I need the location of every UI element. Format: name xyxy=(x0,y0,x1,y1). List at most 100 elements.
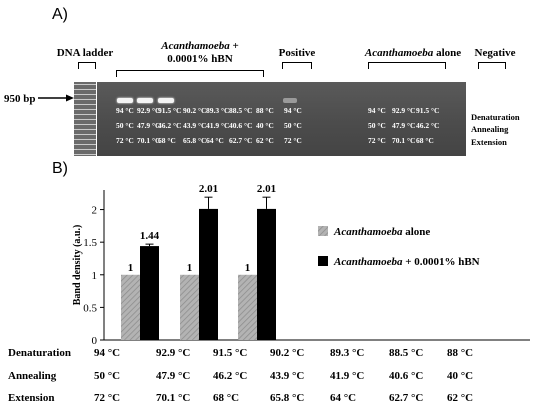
bar-alone xyxy=(121,274,140,340)
gel-temp-treated-annealing: 46.2 °C xyxy=(158,121,182,130)
gel-temp-alone-extension: 72 °C xyxy=(368,136,386,145)
gel-temp-alone-denaturation: 92.9 °C xyxy=(392,106,416,115)
gel-ladder-lane xyxy=(74,82,96,156)
table-row-label: Annealing xyxy=(8,370,57,382)
data-label-hbn: 2.01 xyxy=(257,183,276,195)
gel-temp-treated-denaturation: 89.3 °C xyxy=(206,106,230,115)
table-cell: 64 °C xyxy=(330,392,357,404)
panel-a-label: A) xyxy=(52,6,68,23)
gel-temp-treated-extension: 64 °C xyxy=(206,136,224,145)
gel-temp-positive-annealing: 50 °C xyxy=(284,121,302,130)
gel-temp-treated-denaturation: 92.9 °C xyxy=(137,106,161,115)
table-cell: 88 °C xyxy=(447,347,474,359)
gel-temp-treated-denaturation: 94 °C xyxy=(116,106,134,115)
gel-temp-treated-annealing: 43.9 °C xyxy=(183,121,207,130)
header-negative: Negative xyxy=(474,47,516,59)
gel-band xyxy=(137,98,153,103)
table-cell: 62.7 °C xyxy=(389,392,424,404)
header-dna-ladder: DNA ladder xyxy=(56,47,114,59)
table-cell: 70.1 °C xyxy=(156,392,191,404)
table-cell: 46.2 °C xyxy=(213,370,248,382)
bracket-treated xyxy=(116,70,264,77)
data-label-alone: 1 xyxy=(128,262,134,274)
table-cell: 65.8 °C xyxy=(270,392,305,404)
header-treated-italic: Acanthamoeba xyxy=(161,40,230,52)
table-cell: 43.9 °C xyxy=(270,370,305,382)
table-row-label: Extension xyxy=(8,392,55,404)
table-cell: 72 °C xyxy=(94,392,121,404)
legend-swatch-hbn xyxy=(318,256,328,266)
table-cell: 90.2 °C xyxy=(270,347,305,359)
table-cell: 41.9 °C xyxy=(330,370,365,382)
gel-temp-treated-denaturation: 88.5 °C xyxy=(229,106,253,115)
data-label-alone: 1 xyxy=(187,262,193,274)
table-cell: 88.5 °C xyxy=(389,347,424,359)
gel-temp-alone-denaturation: 91.5 °C xyxy=(416,106,440,115)
marker-950bp: 950 bp xyxy=(4,93,36,105)
gel-temp-treated-extension: 62.7 °C xyxy=(229,136,253,145)
gel-temp-positive-denaturation: 94 °C xyxy=(284,106,302,115)
table-row-label: Denaturation xyxy=(8,347,71,359)
gel-band-positive xyxy=(283,98,297,103)
gel-temp-positive-extension: 72 °C xyxy=(284,136,302,145)
gel-temp-treated-extension: 68 °C xyxy=(158,136,176,145)
gel-temp-treated-extension: 72 °C xyxy=(116,136,134,145)
table-cell: 62 °C xyxy=(447,392,474,404)
gel-temp-treated-denaturation: 88 °C xyxy=(256,106,274,115)
bar-hbn xyxy=(140,246,159,340)
gel-temp-treated-denaturation: 90.2 °C xyxy=(183,106,207,115)
legend-swatch-alone xyxy=(318,226,328,236)
table-cell: 94 °C xyxy=(94,347,121,359)
legend-label: Acanthamoeba alone xyxy=(333,226,430,238)
bar-alone xyxy=(180,274,199,340)
data-label-hbn: 1.44 xyxy=(140,230,160,242)
gel-temp-alone-annealing: 50 °C xyxy=(368,121,386,130)
gel-temp-treated-extension: 65.8 °C xyxy=(183,136,207,145)
y-tick-label: 0.5 xyxy=(83,302,97,314)
legend-label: Acanthamoeba + 0.0001% hBN xyxy=(333,256,480,268)
gel-temp-treated-annealing: 40 °C xyxy=(256,121,274,130)
header-alone-suffix: alone xyxy=(433,47,462,59)
gel-band xyxy=(117,98,133,103)
y-tick-label: 0 xyxy=(92,335,98,347)
gel-image xyxy=(97,82,466,156)
header-alone: Acanthamoeba alone xyxy=(358,47,468,60)
marker-arrow-icon xyxy=(38,94,74,102)
y-tick-label: 1 xyxy=(92,270,98,282)
bracket-alone xyxy=(368,62,446,69)
gel-row-label-annealing: Annealing xyxy=(471,124,509,134)
gel-temp-alone-annealing: 47.9 °C xyxy=(392,121,416,130)
header-treated-line2: 0.0001% hBN xyxy=(167,53,233,65)
bracket-ladder xyxy=(78,62,96,69)
header-treated: Acanthamoeba + 0.0001% hBN xyxy=(130,40,270,66)
gel-temp-treated-denaturation: 91.5 °C xyxy=(158,106,182,115)
table-cell: 91.5 °C xyxy=(213,347,248,359)
bar-alone xyxy=(238,274,257,340)
header-alone-italic: Acanthamoeba xyxy=(364,47,434,59)
table-cell: 92.9 °C xyxy=(156,347,191,359)
table-cell: 68 °C xyxy=(213,392,240,404)
gel-temp-treated-annealing: 47.9 °C xyxy=(137,121,161,130)
table-cell: 40.6 °C xyxy=(389,370,424,382)
panel-b-label: B) xyxy=(52,160,68,177)
data-label-alone: 1 xyxy=(245,262,251,274)
table-cell: 47.9 °C xyxy=(156,370,191,382)
bracket-negative xyxy=(478,62,506,69)
gel-temp-alone-denaturation: 94 °C xyxy=(368,106,386,115)
data-label-hbn: 2.01 xyxy=(199,183,218,195)
gel-row-label-denaturation: Denaturation xyxy=(471,112,520,122)
bar-hbn xyxy=(257,208,276,340)
table-cell: 40 °C xyxy=(447,370,474,382)
gel-temp-treated-extension: 70.1 °C xyxy=(137,136,161,145)
gel-temp-alone-extension: 70.1 °C xyxy=(392,136,416,145)
table-cell: 50 °C xyxy=(94,370,121,382)
gel-temp-treated-annealing: 40.6 °C xyxy=(229,121,253,130)
header-positive: Positive xyxy=(278,47,316,59)
table-cell: 89.3 °C xyxy=(330,347,365,359)
gel-temp-alone-extension: 68 °C xyxy=(416,136,434,145)
y-tick-label: 2 xyxy=(92,205,98,217)
header-treated-suffix: + xyxy=(229,40,239,52)
gel-temp-treated-extension: 62 °C xyxy=(256,136,274,145)
y-axis-label: Band density (a.u.) xyxy=(72,225,83,306)
